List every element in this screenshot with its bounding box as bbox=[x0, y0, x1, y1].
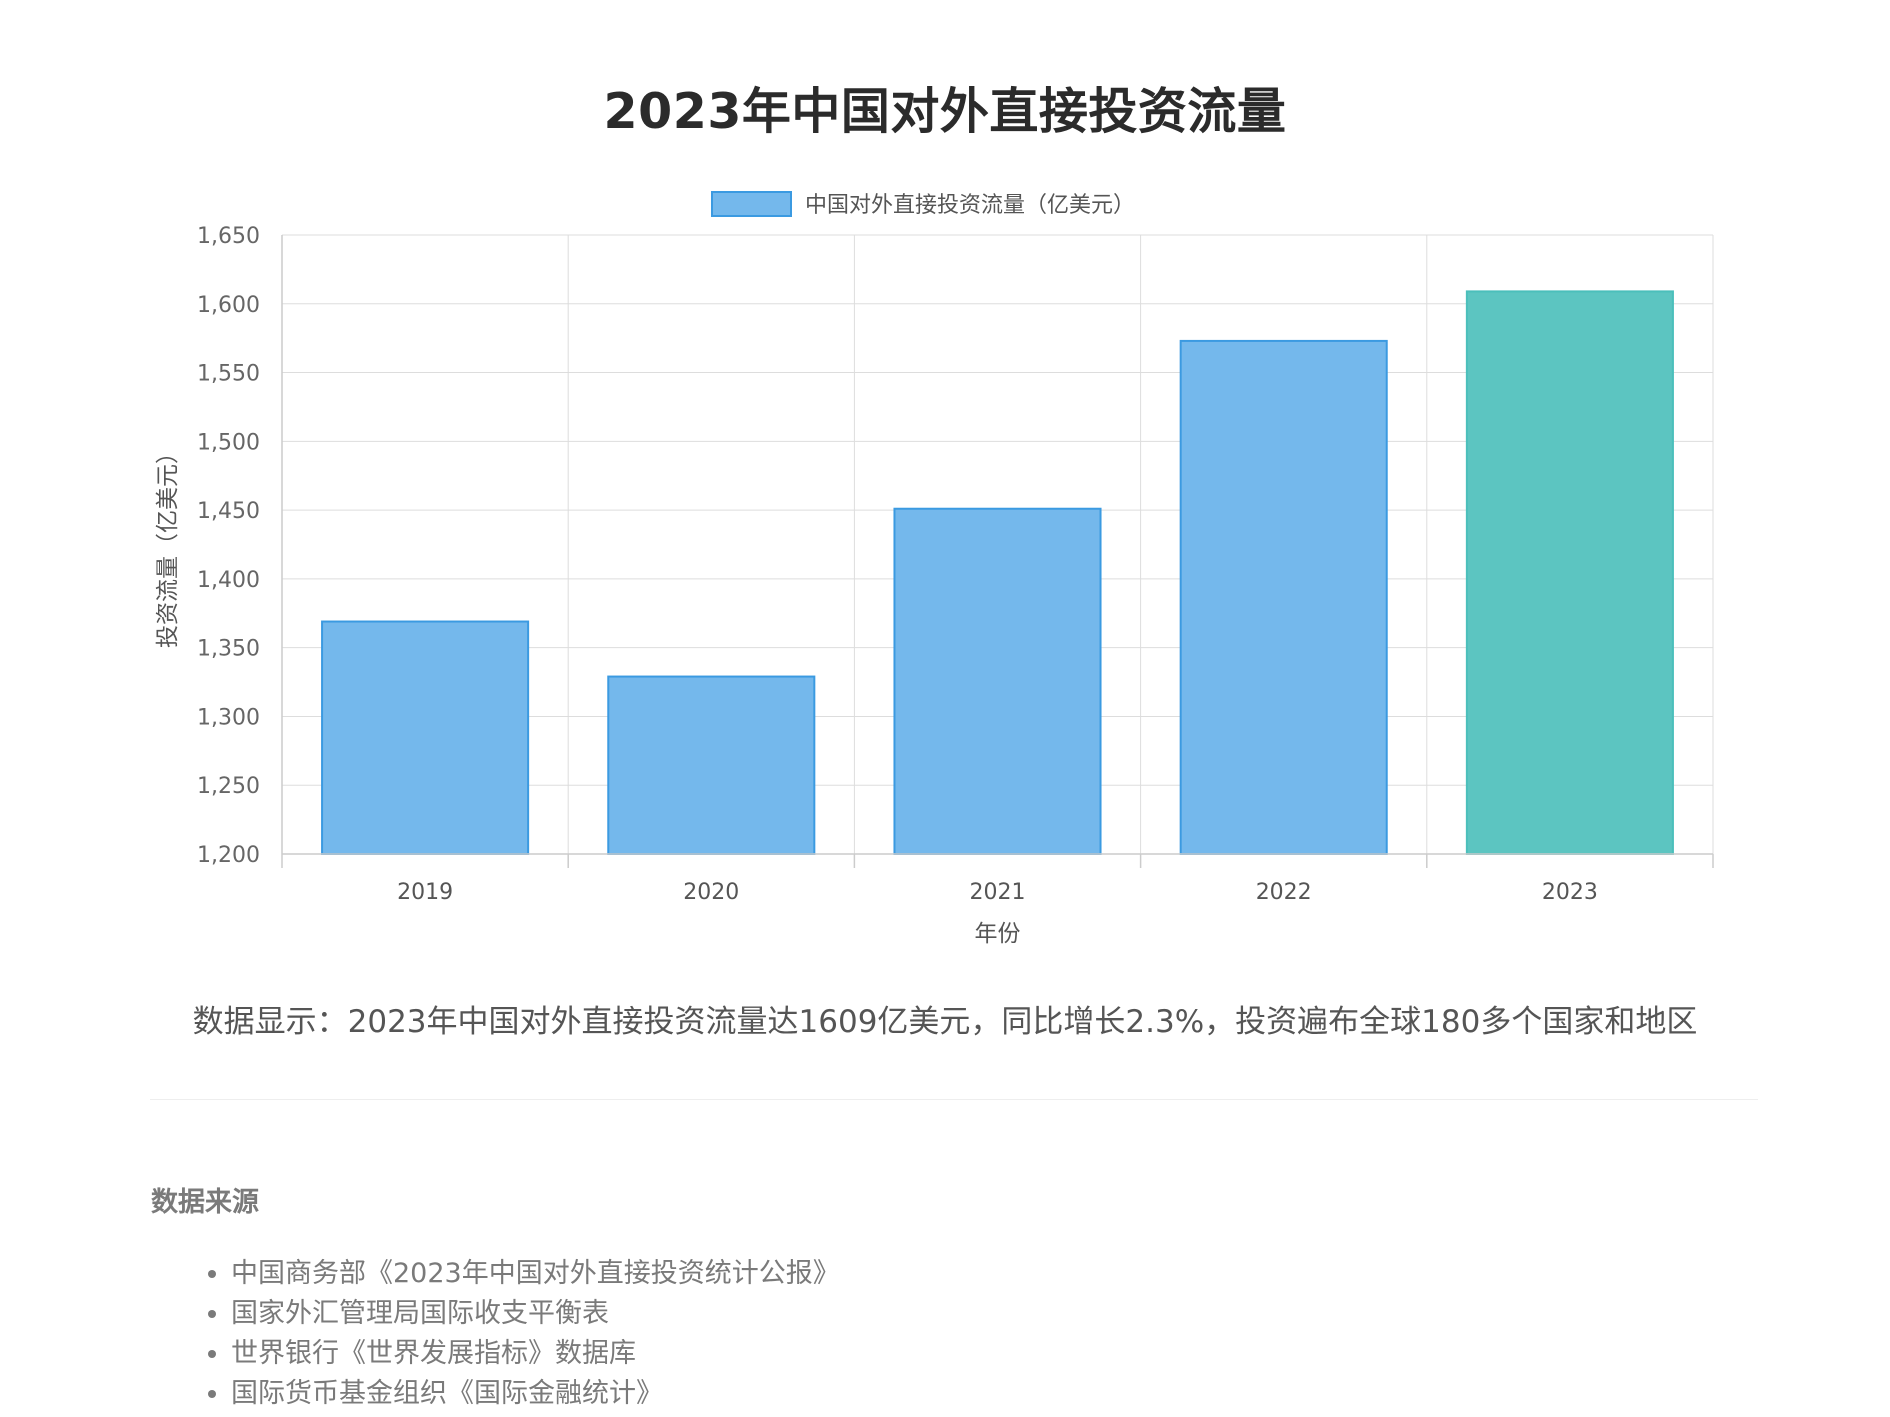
y-tick-label: 1,300 bbox=[197, 705, 260, 730]
source-item: 国际货币基金组织《国际金融统计》 bbox=[231, 1374, 840, 1414]
y-tick-label: 1,450 bbox=[197, 499, 260, 524]
y-axis-title: 投资流量（亿美元） bbox=[155, 441, 181, 648]
x-axis-title: 年份 bbox=[975, 921, 1021, 947]
chart-legend[interactable]: 中国对外直接投资流量（亿美元） bbox=[711, 191, 1135, 218]
sources-list: 中国商务部《2023年中国对外直接投资统计公报》 国家外汇管理局国际收支平衡表 … bbox=[191, 1254, 840, 1414]
y-tick-label: 1,650 bbox=[197, 224, 260, 249]
legend-label: 中国对外直接投资流量（亿美元） bbox=[805, 193, 1135, 218]
bar-highlighted bbox=[1465, 290, 1674, 855]
y-tick-label: 1,550 bbox=[197, 362, 260, 387]
x-tick-label: 2023 bbox=[1542, 880, 1598, 905]
x-tick-label: 2022 bbox=[1256, 880, 1312, 905]
chart-labels: 1,200 1,250 1,300 1,350 1,400 1,450 1,500 1,550… bbox=[155, 224, 1598, 947]
chart-axes bbox=[281, 235, 1714, 868]
x-tick-label: 2019 bbox=[397, 880, 453, 905]
bar bbox=[321, 620, 530, 856]
page-title: 2023年中国对外直接投资流量 bbox=[603, 83, 1287, 140]
bar bbox=[607, 675, 816, 856]
y-tick-label: 1,200 bbox=[197, 843, 260, 868]
source-item: 世界银行《世界发展指标》数据库 bbox=[231, 1334, 840, 1374]
bar bbox=[1179, 339, 1388, 855]
section-divider bbox=[150, 1099, 1758, 1100]
legend-swatch bbox=[711, 191, 792, 217]
chart-bars bbox=[321, 290, 1674, 856]
source-item: 国家外汇管理局国际收支平衡表 bbox=[231, 1294, 840, 1334]
bar-chart: 1,200 1,250 1,300 1,350 1,400 1,450 1,500 1,550… bbox=[155, 191, 1714, 947]
x-tick-label: 2021 bbox=[970, 880, 1026, 905]
summary-text: 数据显示：2023年中国对外直接投资流量达1609亿美元，同比增长2.3%，投资… bbox=[192, 1004, 1698, 1040]
y-tick-label: 1,250 bbox=[197, 774, 260, 799]
y-tick-label: 1,500 bbox=[197, 430, 260, 455]
x-tick-label: 2020 bbox=[683, 880, 739, 905]
y-tick-label: 1,350 bbox=[197, 637, 260, 662]
sources-heading: 数据来源 bbox=[151, 1187, 259, 1218]
source-item: 中国商务部《2023年中国对外直接投资统计公报》 bbox=[231, 1254, 840, 1294]
y-tick-label: 1,400 bbox=[197, 568, 260, 593]
bar bbox=[893, 507, 1102, 855]
y-tick-label: 1,600 bbox=[197, 293, 260, 318]
chart-svg: 1,200 1,250 1,300 1,350 1,400 1,450 1,500 1,550… bbox=[155, 191, 1714, 947]
